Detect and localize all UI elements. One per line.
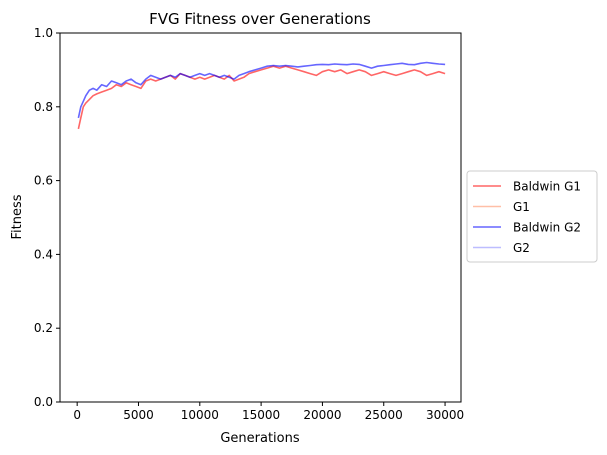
plot-area xyxy=(59,32,462,403)
legend-label: Baldwin G2 xyxy=(513,221,581,235)
legend-label: G1 xyxy=(513,200,530,214)
y-tick-label: 0.6 xyxy=(34,174,53,188)
y-tick-label: 0.0 xyxy=(34,395,53,409)
y-tick-label: 0.2 xyxy=(34,321,53,335)
legend-label: G2 xyxy=(513,241,530,255)
x-tick-label: 5000 xyxy=(123,408,154,422)
x-tick-label: 15000 xyxy=(242,408,280,422)
y-tick-label: 0.4 xyxy=(34,247,53,261)
x-axis-ticks: 0 5000 10000 15000 20000 25000 30000 xyxy=(73,402,464,422)
x-tick-label: 25000 xyxy=(365,408,403,422)
x-axis-label: Generations xyxy=(220,431,300,446)
y-tick-label: 1.0 xyxy=(34,26,53,40)
x-tick-label: 0 xyxy=(73,408,81,422)
y-tick-label: 0.8 xyxy=(34,100,53,114)
y-axis-label: Fitness xyxy=(10,194,25,239)
legend-label: Baldwin G1 xyxy=(513,180,581,194)
series-line-0 xyxy=(77,65,446,130)
x-tick-label: 30000 xyxy=(426,408,464,422)
x-tick-label: 20000 xyxy=(303,408,341,422)
legend: Baldwin G1 G1 Baldwin G2 G2 xyxy=(466,170,598,263)
chart-title: FVG Fitness over Generations xyxy=(149,10,371,28)
series-layer xyxy=(77,61,446,130)
legend-items: Baldwin G1 G1 Baldwin G2 G2 xyxy=(473,180,581,255)
x-tick-label: 10000 xyxy=(181,408,219,422)
axes-frame xyxy=(59,32,462,403)
series-line-2 xyxy=(77,61,446,119)
y-axis-ticks: 0.0 0.2 0.4 0.6 0.8 1.0 xyxy=(34,26,60,409)
legend-box xyxy=(466,170,598,263)
